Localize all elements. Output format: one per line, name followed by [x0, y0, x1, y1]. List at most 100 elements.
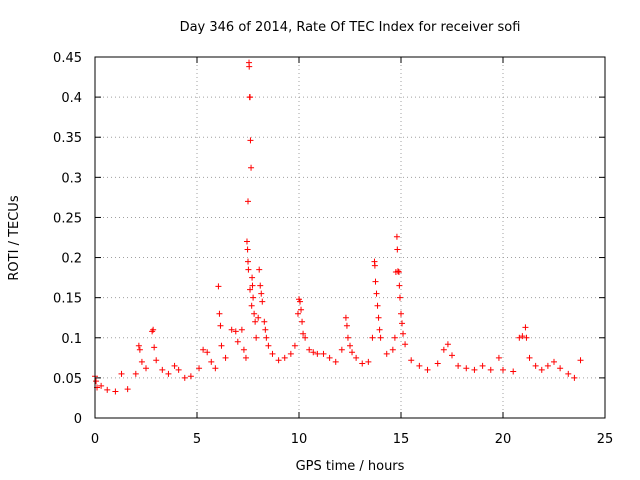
data-point: [250, 294, 257, 301]
data-point: [138, 358, 145, 365]
data-point: [240, 346, 247, 353]
data-point: [104, 386, 111, 393]
data-point: [314, 350, 321, 357]
y-tick-label: 0.3: [61, 171, 82, 186]
x-tick-label: 5: [193, 432, 201, 447]
y-tick-label: 0.05: [53, 372, 82, 387]
data-point: [159, 366, 166, 373]
data-point: [249, 274, 256, 281]
data-point: [565, 370, 572, 377]
data-point: [257, 282, 264, 289]
data-point: [242, 354, 249, 361]
data-point: [353, 354, 360, 361]
data-point: [262, 326, 269, 333]
data-point: [246, 63, 253, 70]
y-tick-label: 0.4: [61, 91, 82, 106]
data-point: [291, 342, 298, 349]
y-tick-label: 0.35: [53, 131, 82, 146]
data-point: [557, 365, 564, 372]
data-point: [444, 341, 451, 348]
data-point: [532, 362, 539, 369]
data-point: [400, 330, 407, 337]
data-point: [247, 286, 254, 293]
data-point: [551, 358, 557, 365]
data-point: [248, 302, 255, 309]
data-point: [287, 350, 294, 357]
y-axis-label: ROTI / TECUs: [7, 195, 22, 280]
data-point: [217, 322, 224, 329]
data-point: [234, 338, 241, 345]
data-point: [216, 310, 223, 317]
data-point: [395, 268, 402, 275]
data-point: [204, 349, 211, 356]
data-point: [310, 349, 317, 356]
data-point: [396, 294, 403, 301]
data-point: [424, 366, 431, 373]
data-point: [376, 326, 383, 333]
data-point: [245, 266, 252, 273]
data-point: [93, 378, 100, 385]
data-point: [500, 366, 506, 373]
data-point: [196, 365, 203, 372]
data-point: [143, 365, 149, 372]
data-point: [479, 362, 486, 369]
data-point: [255, 314, 262, 321]
data-point: [112, 388, 119, 395]
data-point: [471, 366, 478, 373]
axis-ticks: 0 5 10 15 20 25 0 0.05 0.1 0.15 0.2 0.25 0.3 0.35 0.4 0…: [53, 51, 613, 447]
data-point: [463, 365, 470, 372]
data-point: [306, 346, 313, 353]
data-point: [118, 370, 125, 377]
data-point: [165, 370, 172, 377]
data-point: [389, 346, 396, 353]
plot-frame: [94, 56, 606, 419]
data-point: [523, 334, 530, 341]
data-point: [249, 282, 256, 289]
data-point: [218, 342, 225, 349]
y-tick-label: 0.25: [53, 211, 82, 226]
data-point: [326, 354, 333, 361]
data-point: [135, 342, 142, 349]
data-point: [215, 283, 222, 290]
y-tick-label: 0.2: [61, 252, 82, 267]
data-point: [342, 314, 349, 321]
data-point: [300, 330, 307, 337]
data-point: [394, 246, 401, 253]
data-point: [399, 320, 406, 327]
data-point: [298, 306, 305, 313]
y-tick-label: 0: [74, 412, 82, 427]
data-point: [261, 318, 268, 325]
data-point: [251, 310, 258, 317]
data-point: [377, 334, 384, 341]
data-point: [449, 352, 455, 359]
data-point: [302, 334, 309, 341]
data-point: [299, 318, 306, 325]
data-point: [349, 349, 356, 356]
data-point: [222, 354, 229, 361]
data-point: [571, 374, 578, 381]
data-point: [408, 357, 415, 364]
data-point: [332, 358, 339, 365]
data-point: [269, 350, 276, 357]
data-point: [320, 350, 327, 357]
data-point: [297, 298, 304, 305]
data-point: [391, 334, 398, 341]
data-point: [394, 268, 401, 275]
data-point: [516, 334, 523, 341]
data-point: [416, 362, 423, 369]
data-point: [248, 164, 255, 171]
data-point: [440, 346, 447, 353]
data-point: [375, 314, 382, 321]
data-point: [258, 290, 265, 297]
data-point: [434, 360, 441, 367]
data-point: [208, 358, 215, 365]
data-point: [383, 350, 390, 357]
x-tick-label: 15: [393, 432, 410, 447]
data-point: [200, 346, 207, 353]
data-point: [256, 266, 263, 273]
data-point: [495, 354, 502, 361]
x-tick-label: 0: [91, 432, 99, 447]
data-point: [294, 310, 301, 317]
